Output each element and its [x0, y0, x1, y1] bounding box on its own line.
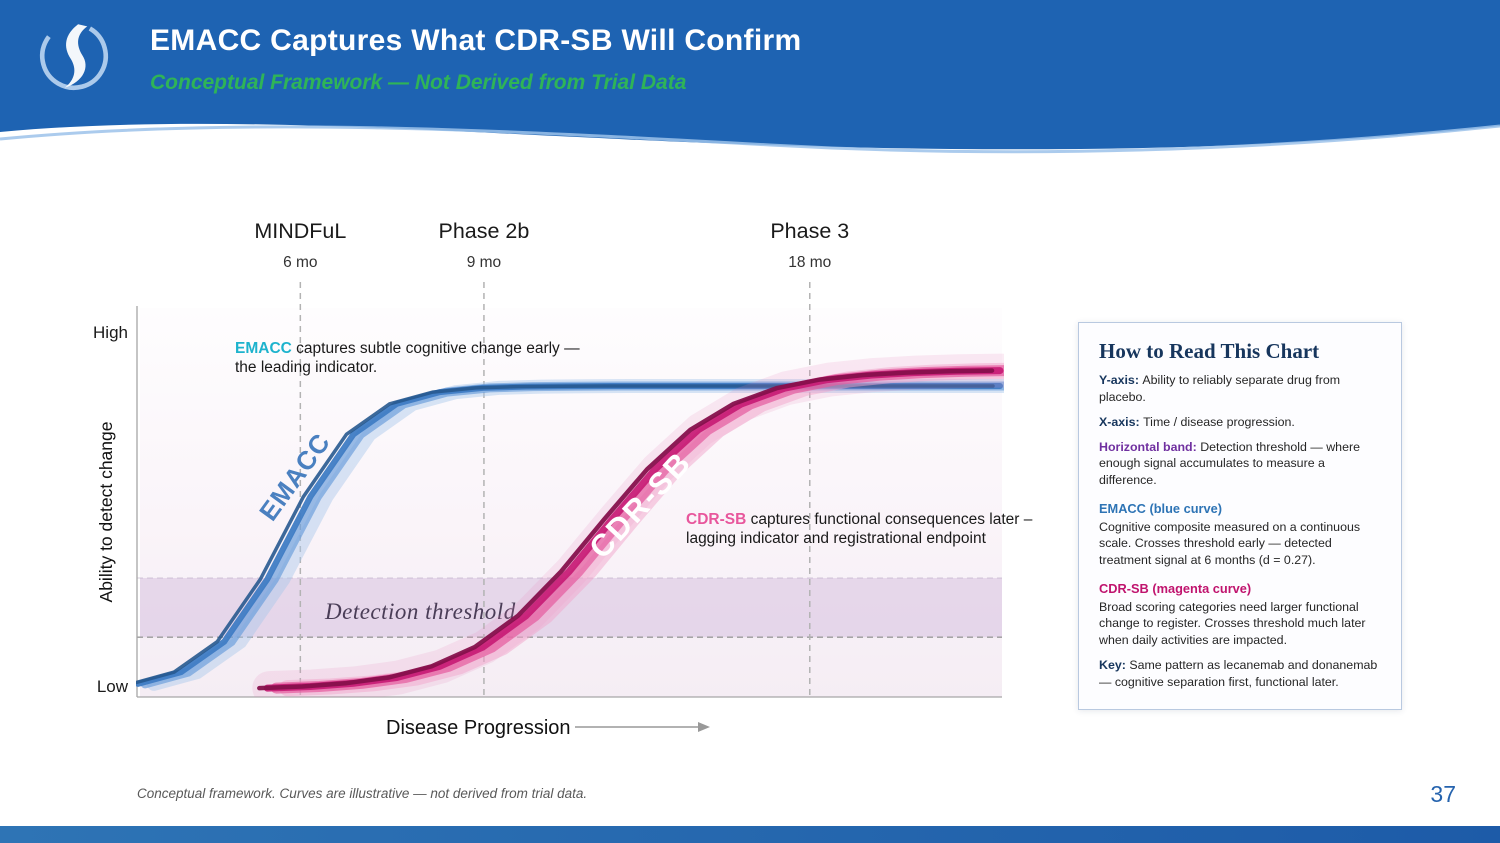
header-titles: EMACC Captures What CDR-SB Will Confirm … — [150, 24, 801, 95]
footnote: Conceptual framework. Curves are illustr… — [137, 786, 588, 801]
cdr-sb-curve-strand — [279, 362, 1004, 697]
bottom-bar — [0, 826, 1500, 843]
curves-layer — [136, 353, 1004, 697]
company-logo — [30, 12, 118, 100]
how-to-read-items: Y-axis: Ability to reliably separate dru… — [1099, 372, 1381, 691]
x-axis-arrow-head — [698, 722, 710, 732]
y-tick-high: High — [93, 323, 128, 342]
milestone-label: MINDFuL — [254, 219, 346, 243]
y-tick-low: Low — [97, 677, 129, 696]
detection-threshold-band — [140, 578, 1002, 638]
emacc-curve-label: EMACC — [253, 427, 336, 526]
milestone-sublabel: 9 mo — [467, 254, 501, 271]
slide-subtitle: Conceptual Framework — Not Derived from … — [150, 71, 687, 94]
panel-item: EMACC (blue curve) Cognitive composite me… — [1099, 501, 1361, 568]
x-axis-title: Disease Progression — [386, 717, 571, 739]
cdr-sb-curve-strand — [270, 365, 1004, 694]
emacc-curve-strand — [136, 383, 1003, 687]
milestone-sublabel: 6 mo — [283, 254, 317, 271]
cdr-sb-curve-label: CDR-SB — [582, 444, 698, 565]
cdr-sb-curve-strand — [252, 353, 1004, 697]
panel-item: Y-axis: Ability to reliably separate dru… — [1099, 373, 1341, 404]
cdr-sb-curve-strand — [263, 367, 1004, 692]
company-logo-icon — [39, 21, 109, 91]
panel-item: CDR-SB (magenta curve) Broad scoring cate… — [1099, 581, 1366, 648]
header-banner: EMACC Captures What CDR-SB Will Confirm … — [0, 0, 1500, 162]
panel-item: X-axis: Time / disease progression. — [1099, 414, 1295, 429]
emacc-curve-strand — [140, 381, 1004, 689]
plot-background — [140, 308, 1002, 697]
milestone-label: Phase 2b — [439, 219, 530, 243]
milestone-label: Phase 3 — [770, 219, 849, 243]
annotation-2-line1: CDR-SB captures functional consequences … — [686, 511, 1033, 528]
y-axis-title: Ability to detect change — [96, 422, 116, 603]
milestone-sublabel: 18 mo — [788, 254, 831, 271]
panel-item: Horizontal band: Detection threshold — w… — [1099, 439, 1360, 488]
emacc-curve-strand — [147, 379, 1004, 691]
annotation-1-line2: the leading indicator. — [235, 359, 377, 376]
how-to-read-panel: How to Read This Chart Y-axis: Ability t… — [1078, 322, 1402, 710]
panel-title: How to Read This Chart — [1099, 339, 1320, 363]
threshold-label: Detection threshold — [324, 599, 516, 624]
slide-title: EMACC Captures What CDR-SB Will Confirm — [150, 24, 802, 57]
annotation-2-line2: lagging indicator and registrational end… — [686, 530, 987, 547]
cdr-sb-curve-strand — [257, 368, 995, 691]
emacc-curve-strand — [136, 384, 995, 685]
panel-item: Key: Same pattern as lecanemab and donan… — [1099, 658, 1378, 689]
page-number: 37 — [1430, 781, 1456, 807]
banner-wave-shape — [0, 0, 1500, 154]
annotation-1-line1: EMACC captures subtle cognitive change e… — [235, 340, 580, 357]
